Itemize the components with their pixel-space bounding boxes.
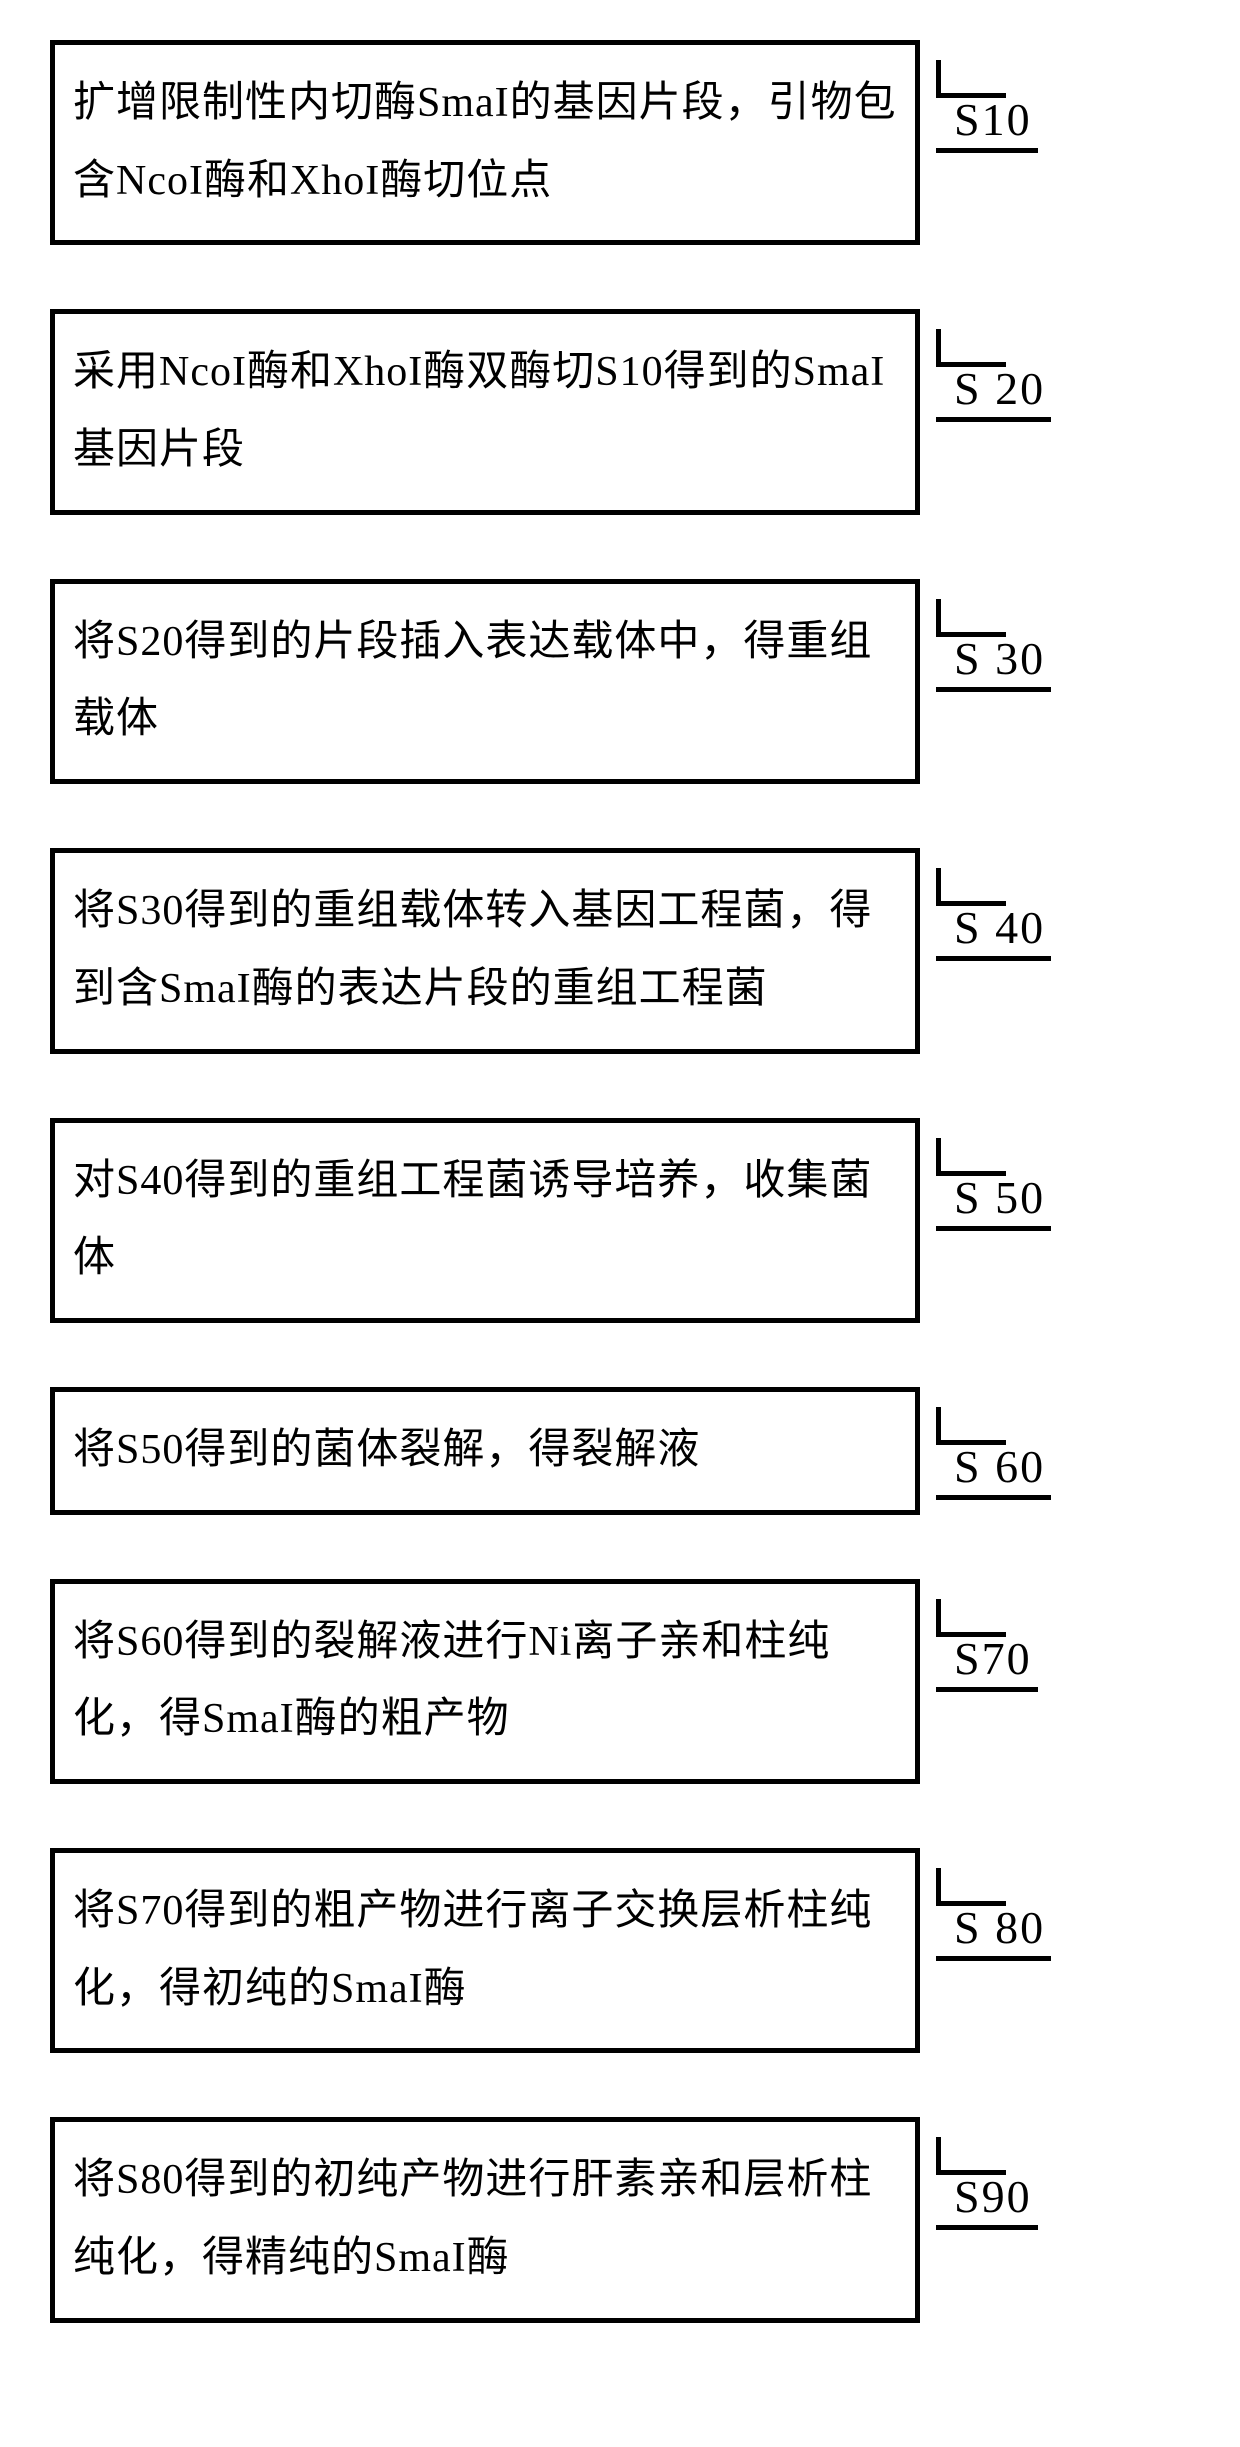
step-label-wrap: S 50 bbox=[936, 1118, 1051, 1231]
step-row-s10: 扩增限制性内切酶SmaI的基因片段，引物包含NcoI酶和XhoI酶切位点 S10 bbox=[50, 40, 1190, 245]
step-box: 将S70得到的粗产物进行离子交换层析柱纯化，得初纯的SmaI酶 bbox=[50, 1848, 920, 2053]
step-label-wrap: S10 bbox=[936, 40, 1038, 153]
step-box: 将S30得到的重组载体转入基因工程菌，得到含SmaI酶的表达片段的重组工程菌 bbox=[50, 848, 920, 1053]
step-box: 将S60得到的裂解液进行Ni离子亲和柱纯化，得SmaI酶的粗产物 bbox=[50, 1579, 920, 1784]
step-box: 将S20得到的片段插入表达载体中，得重组载体 bbox=[50, 579, 920, 784]
step-text: 对S40得到的重组工程菌诱导培养，收集菌体 bbox=[73, 1158, 872, 1282]
step-label-wrap: S90 bbox=[936, 2117, 1038, 2230]
step-label: S 60 bbox=[936, 1440, 1051, 1500]
step-text: 将S30得到的重组载体转入基因工程菌，得到含SmaI酶的表达片段的重组工程菌 bbox=[73, 888, 872, 1012]
step-box: 将S50得到的菌体裂解，得裂解液 bbox=[50, 1387, 920, 1515]
step-text: 将S20得到的片段插入表达载体中，得重组载体 bbox=[73, 619, 872, 743]
step-label: S 20 bbox=[936, 362, 1051, 422]
step-box: 采用NcoI酶和XhoI酶双酶切S10得到的SmaI基因片段 bbox=[50, 309, 920, 514]
step-row-s60: 将S50得到的菌体裂解，得裂解液 S 60 bbox=[50, 1387, 1190, 1515]
step-label-wrap: S 40 bbox=[936, 848, 1051, 961]
step-text: 将S70得到的粗产物进行离子交换层析柱纯化，得初纯的SmaI酶 bbox=[73, 1888, 872, 2012]
step-row-s80: 将S70得到的粗产物进行离子交换层析柱纯化，得初纯的SmaI酶 S 80 bbox=[50, 1848, 1190, 2053]
step-box: 将S80得到的初纯产物进行肝素亲和层析柱纯化，得精纯的SmaI酶 bbox=[50, 2117, 920, 2322]
step-text: 将S80得到的初纯产物进行肝素亲和层析柱纯化，得精纯的SmaI酶 bbox=[73, 2157, 872, 2281]
step-text: 将S60得到的裂解液进行Ni离子亲和柱纯化，得SmaI酶的粗产物 bbox=[73, 1619, 830, 1743]
step-row-s30: 将S20得到的片段插入表达载体中，得重组载体 S 30 bbox=[50, 579, 1190, 784]
step-label-wrap: S70 bbox=[936, 1579, 1038, 1692]
step-box: 对S40得到的重组工程菌诱导培养，收集菌体 bbox=[50, 1118, 920, 1323]
step-label: S10 bbox=[936, 93, 1038, 153]
step-text: 采用NcoI酶和XhoI酶双酶切S10得到的SmaI基因片段 bbox=[73, 349, 885, 473]
step-label: S70 bbox=[936, 1632, 1038, 1692]
step-label: S 40 bbox=[936, 901, 1051, 961]
step-row-s90: 将S80得到的初纯产物进行肝素亲和层析柱纯化，得精纯的SmaI酶 S90 bbox=[50, 2117, 1190, 2322]
step-text: 扩增限制性内切酶SmaI的基因片段，引物包含NcoI酶和XhoI酶切位点 bbox=[73, 80, 897, 204]
step-label: S90 bbox=[936, 2170, 1038, 2230]
step-label: S 80 bbox=[936, 1901, 1051, 1961]
step-label-wrap: S 30 bbox=[936, 579, 1051, 692]
step-label-wrap: S 80 bbox=[936, 1848, 1051, 1961]
step-box: 扩增限制性内切酶SmaI的基因片段，引物包含NcoI酶和XhoI酶切位点 bbox=[50, 40, 920, 245]
step-label: S 50 bbox=[936, 1171, 1051, 1231]
step-row-s70: 将S60得到的裂解液进行Ni离子亲和柱纯化，得SmaI酶的粗产物 S70 bbox=[50, 1579, 1190, 1784]
step-label-wrap: S 20 bbox=[936, 309, 1051, 422]
step-row-s20: 采用NcoI酶和XhoI酶双酶切S10得到的SmaI基因片段 S 20 bbox=[50, 309, 1190, 514]
step-text: 将S50得到的菌体裂解，得裂解液 bbox=[73, 1427, 700, 1473]
step-row-s40: 将S30得到的重组载体转入基因工程菌，得到含SmaI酶的表达片段的重组工程菌 S… bbox=[50, 848, 1190, 1053]
step-row-s50: 对S40得到的重组工程菌诱导培养，收集菌体 S 50 bbox=[50, 1118, 1190, 1323]
step-label: S 30 bbox=[936, 632, 1051, 692]
step-label-wrap: S 60 bbox=[936, 1387, 1051, 1500]
